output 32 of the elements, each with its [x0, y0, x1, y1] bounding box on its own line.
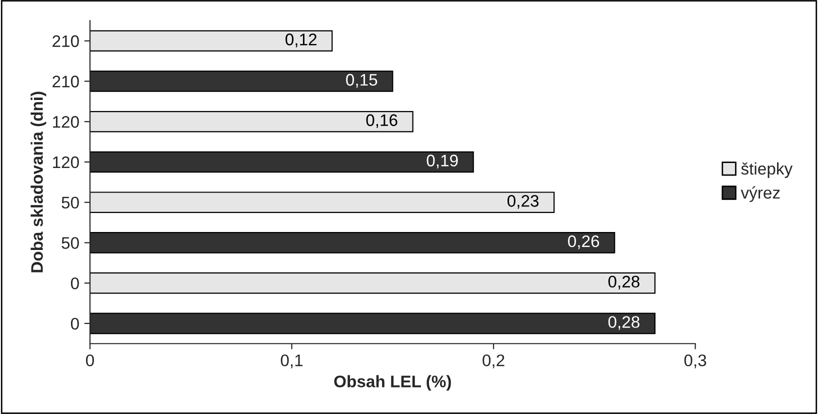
y-tick-label: 120 [53, 116, 79, 128]
y-tick-label: 210 [52, 76, 79, 88]
x-tick-label: 0,1 [280, 354, 303, 368]
y-tick-label: 0 [70, 277, 79, 290]
y-tick-label: 120 [53, 156, 79, 168]
bar [90, 30, 333, 52]
bar [90, 151, 474, 173]
legend-label: výrez [740, 186, 780, 202]
bar [90, 192, 555, 213]
x-axis-title: Obsah LEL (%) [334, 375, 451, 391]
legend-label: štiepky [741, 162, 793, 178]
data-label: 0,26 [568, 235, 600, 250]
y-tick-label: 0 [70, 318, 79, 330]
bar [90, 232, 616, 254]
bar [90, 312, 656, 334]
data-label: 0,28 [608, 276, 640, 290]
data-label: 0,23 [507, 195, 539, 209]
y-tick-label: 210 [52, 35, 79, 48]
data-label: 0,28 [608, 316, 640, 330]
x-tick-label: 0,2 [482, 354, 504, 368]
bar [90, 272, 656, 294]
bar [90, 70, 394, 92]
data-label: 0,12 [286, 34, 316, 48]
data-label: 0,16 [366, 114, 398, 128]
x-tick-label: 0,3 [684, 354, 706, 368]
y-tick-label: 50 [62, 237, 79, 249]
data-label: 0,15 [346, 74, 378, 88]
data-label: 0,19 [426, 154, 458, 168]
y-axis-title: Doba skladovania (dni) [30, 92, 46, 272]
bar [90, 110, 414, 132]
y-tick-label: 50 [62, 196, 79, 209]
x-tick-label: 0 [86, 354, 94, 366]
